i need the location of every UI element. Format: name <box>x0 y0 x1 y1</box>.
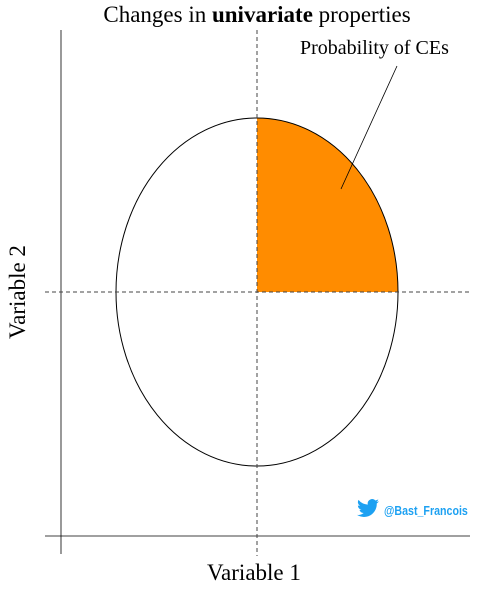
annotation-leader-line <box>340 65 398 190</box>
y-axis-label: Variable 2 <box>5 245 30 339</box>
title-emphasis: univariate <box>211 2 313 27</box>
twitter-bird-icon <box>357 497 379 524</box>
title-prefix: Changes in <box>103 2 212 27</box>
author-credit: @Bast_Francois <box>357 497 486 524</box>
annotation-label: Probability of CEs <box>300 37 449 59</box>
title-suffix: properties <box>312 2 411 27</box>
twitter-handle: @Bast_Francois <box>384 503 468 518</box>
diagram-title: Changes in univariate properties <box>0 2 500 28</box>
ce-probability-region <box>257 118 398 292</box>
x-axis-label: Variable 1 <box>207 560 301 585</box>
